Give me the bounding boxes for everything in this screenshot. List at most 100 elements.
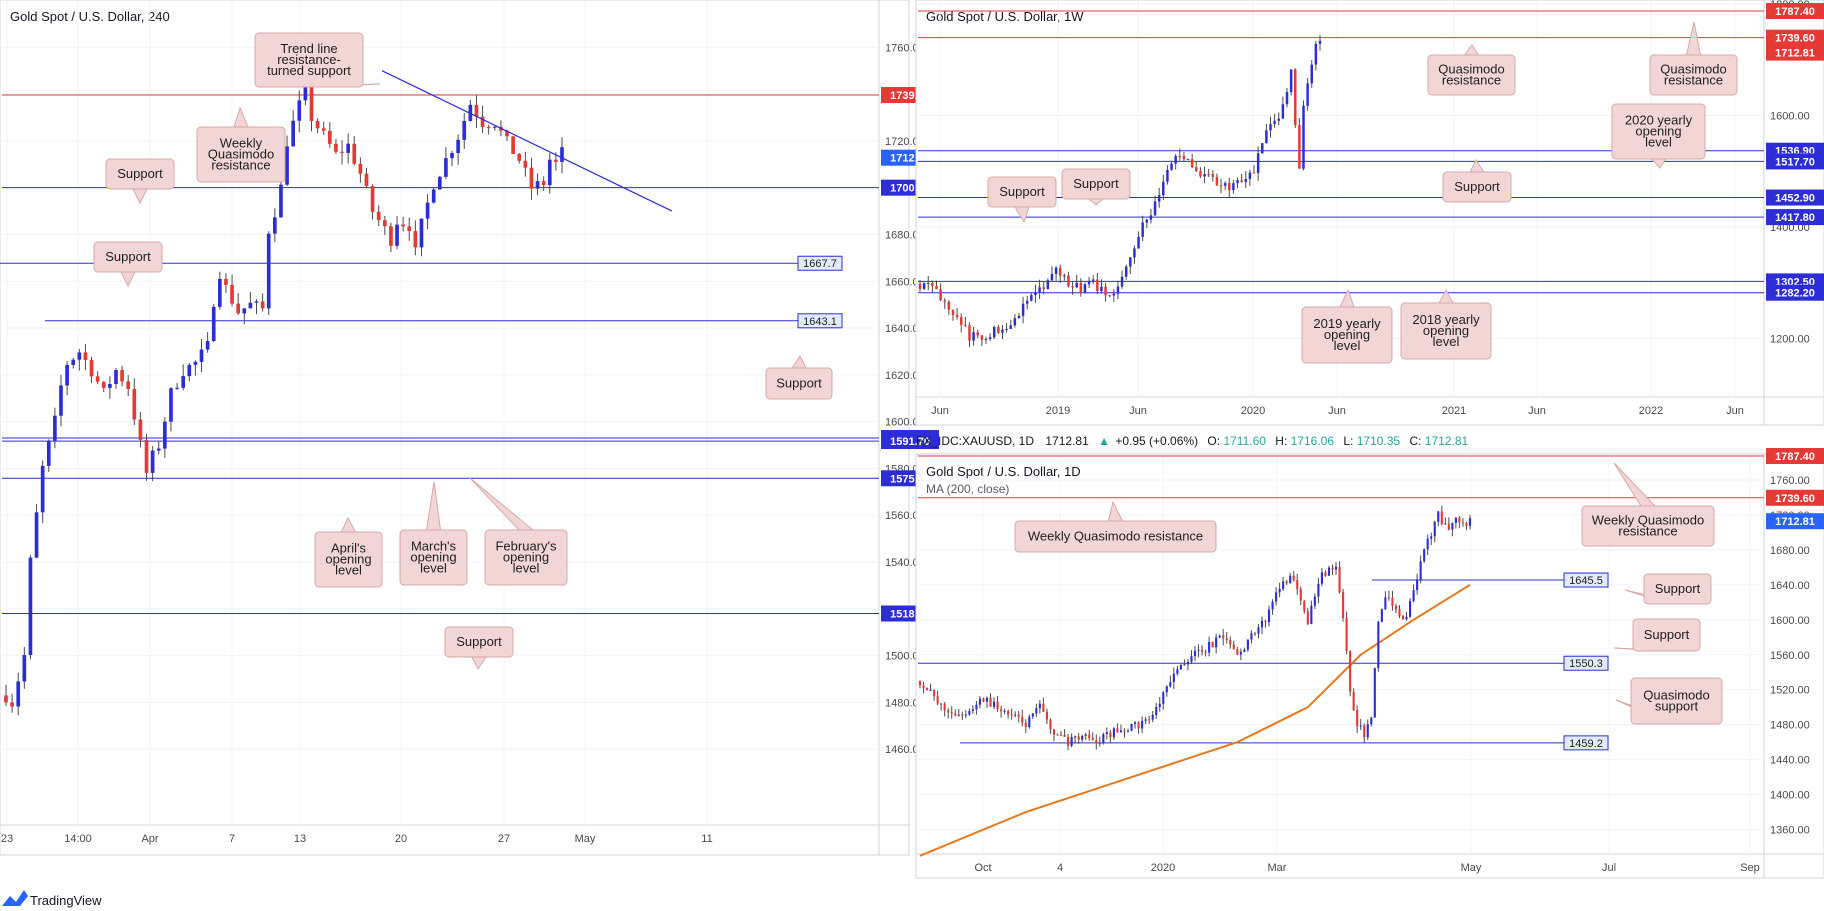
candle [1281,96,1285,120]
callout-text: resistance- [277,52,341,67]
daily-y-axis[interactable]: 1360.00 1400.00 1440.00 1480.00 1520.00 1560.… [918,475,1810,837]
candle-body [1384,597,1387,610]
candle-body [964,714,967,716]
annotation-callout[interactable]: Weekly Quasimodo resistance [1014,500,1217,553]
candle-body [1363,725,1366,738]
candle [1067,733,1070,751]
candle-body [340,151,344,153]
annotation-callout[interactable]: Support [1061,168,1131,206]
callout-text: opening [503,550,549,565]
candle-body [395,224,399,246]
candle-body [517,154,522,161]
candle [1028,714,1031,729]
h4-chart-panel[interactable]: Gold Spot / U.S. Dollar, 240 1460.00 1480… [0,0,939,856]
candle-body [1144,719,1147,721]
candle-body [279,184,283,218]
candle [1119,724,1123,733]
candle [1007,709,1010,719]
level-price-label: 1452.90 [1775,193,1815,205]
x-tick-label: 20 [395,833,407,845]
tradingview-branding[interactable]: TradingView [2,890,102,908]
annotation-callout[interactable]: Support [987,176,1057,224]
y-tick-label: 1520.00 [1770,685,1810,697]
candle [266,231,271,316]
candle [1197,644,1200,658]
candle-body [1314,43,1318,65]
candle-body [927,282,930,284]
candle [541,176,546,191]
candle [1292,571,1295,582]
candle [1151,710,1154,723]
candle-body [1182,155,1186,160]
candle [462,113,467,149]
tradingview-label: TradingView [30,893,102,908]
callout-box [1014,520,1217,553]
callout-box [1649,54,1738,96]
annotation-callout[interactable]: Support [765,355,833,400]
candle-body [1108,295,1111,297]
candle-body [1405,616,1408,620]
weekly-chart-panel[interactable]: Gold Spot / U.S. Dollar, 1W 1200.001400.… [915,0,1824,426]
candle-body [1207,174,1210,176]
candle [1269,116,1272,138]
header-symbol: FX_IDC:XAUUSD, 1D [916,434,1034,448]
candle-body [1137,722,1140,729]
weekly-x-axis[interactable]: Jun 2019 Jun 2020 Jun 2021 Jun 2022 Jun [931,1,1744,417]
candle-body [53,415,57,441]
candle-body [1091,279,1095,281]
candle-body [1271,601,1274,610]
y-tick-label: 1600.00 [1770,111,1810,123]
candle [960,313,963,333]
candle [1412,584,1415,603]
annotation-callout[interactable]: Support [105,158,175,205]
header-high: 1716.06 [1291,434,1335,448]
candle-body [297,100,302,121]
candle-body [976,332,979,336]
candle-body [1116,728,1119,733]
annotation-callout[interactable]: Support [1442,159,1512,203]
candle-body [922,283,926,289]
daily-chart-panel[interactable]: Gold Spot / U.S. Dollar, 1D MA (200, clo… [915,448,1824,879]
candle-body [1273,120,1276,125]
y-tick-label: 1540.00 [885,557,925,569]
candle [279,178,283,218]
h4-x-axis[interactable]: 23 14:00 Apr 7 13 20 27 May 11 [1,1,713,845]
candle-body [1278,588,1281,593]
callout-text: level [1334,338,1361,353]
candle-body [1215,176,1219,186]
candle [947,708,950,719]
annotation-callout[interactable]: Support [444,626,514,670]
candle [1087,276,1091,289]
candle-body [972,332,975,341]
candle-body [535,181,540,189]
candle [1461,518,1465,527]
candle [1124,264,1128,280]
candle-body [230,284,234,304]
candle [53,407,57,449]
level-price-label: 1712.81 [1775,48,1815,60]
y-tick-label: 1360.00 [1770,825,1810,837]
candle-body [918,283,922,289]
annotation-callout[interactable]: Support [1613,618,1701,652]
candle-body [1229,639,1232,645]
candle [1409,598,1412,619]
annotation-callout[interactable]: Support [1624,573,1712,605]
candle [1267,605,1271,627]
candle [1042,697,1045,712]
candle [1401,614,1405,620]
annotation-callout[interactable]: Support [93,241,163,288]
candle-body [486,127,491,129]
callout-text: Support [1454,179,1500,194]
